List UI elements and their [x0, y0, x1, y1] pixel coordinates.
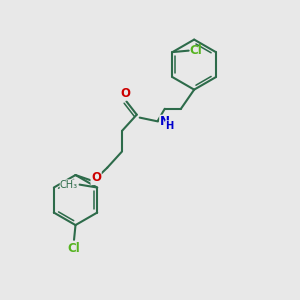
Text: H: H — [165, 121, 174, 130]
Text: N: N — [159, 115, 170, 128]
Text: Cl: Cl — [68, 242, 80, 255]
Text: Cl: Cl — [190, 44, 202, 57]
Text: O: O — [91, 172, 101, 184]
Text: CH₃: CH₃ — [60, 180, 78, 190]
Text: O: O — [121, 87, 131, 100]
